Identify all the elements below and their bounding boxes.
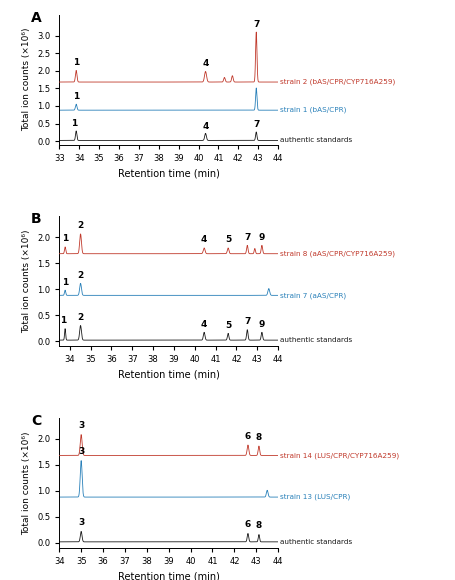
- Text: strain 8 (aAS/CPR/CYP716A259): strain 8 (aAS/CPR/CYP716A259): [280, 251, 394, 257]
- Text: strain 2 (bAS/CPR/CYP716A259): strain 2 (bAS/CPR/CYP716A259): [280, 79, 395, 85]
- Text: 1: 1: [71, 119, 77, 128]
- Text: 2: 2: [77, 221, 83, 230]
- Text: authentic standards: authentic standards: [280, 539, 352, 545]
- Y-axis label: Total ion counts (×10⁶): Total ion counts (×10⁶): [22, 28, 31, 131]
- Text: 4: 4: [201, 320, 207, 329]
- Text: B: B: [31, 212, 41, 226]
- Text: 7: 7: [243, 317, 250, 326]
- Text: strain 14 (LUS/CPR/CYP716A259): strain 14 (LUS/CPR/CYP716A259): [280, 452, 399, 459]
- Text: 1: 1: [62, 277, 68, 287]
- Text: 2: 2: [77, 271, 83, 280]
- Text: 3: 3: [78, 447, 84, 456]
- X-axis label: Retention time (min): Retention time (min): [117, 370, 219, 380]
- Text: 1: 1: [62, 234, 68, 243]
- Text: 5: 5: [224, 321, 231, 329]
- Text: strain 13 (LUS/CPR): strain 13 (LUS/CPR): [280, 494, 350, 501]
- Text: 3: 3: [78, 519, 84, 527]
- Text: 6: 6: [244, 432, 251, 441]
- X-axis label: Retention time (min): Retention time (min): [117, 572, 219, 580]
- Text: 8: 8: [255, 521, 262, 530]
- Y-axis label: Total ion counts (×10⁶): Total ion counts (×10⁶): [22, 432, 31, 535]
- Text: 7: 7: [243, 233, 250, 242]
- Text: C: C: [31, 414, 41, 428]
- Text: 5: 5: [224, 235, 231, 244]
- Text: 4: 4: [201, 235, 207, 244]
- Text: 2: 2: [77, 313, 83, 322]
- Text: 7: 7: [253, 120, 259, 129]
- Text: A: A: [31, 10, 41, 24]
- Text: 4: 4: [202, 59, 208, 68]
- Text: 4: 4: [202, 122, 208, 130]
- Text: 1: 1: [73, 92, 79, 101]
- Text: authentic standards: authentic standards: [280, 337, 352, 343]
- Text: 7: 7: [253, 20, 259, 28]
- Text: 3: 3: [78, 421, 84, 430]
- Text: 1: 1: [73, 58, 79, 67]
- Text: 6: 6: [244, 520, 251, 530]
- Text: authentic standards: authentic standards: [280, 137, 352, 143]
- Text: 8: 8: [255, 433, 262, 442]
- Text: 9: 9: [258, 233, 264, 242]
- Text: strain 1 (bAS/CPR): strain 1 (bAS/CPR): [280, 107, 346, 114]
- X-axis label: Retention time (min): Retention time (min): [117, 168, 219, 178]
- Text: strain 7 (aAS/CPR): strain 7 (aAS/CPR): [280, 292, 346, 299]
- Text: 1: 1: [60, 316, 66, 325]
- Text: 9: 9: [258, 320, 264, 329]
- Y-axis label: Total ion counts (×10⁶): Total ion counts (×10⁶): [22, 230, 31, 333]
